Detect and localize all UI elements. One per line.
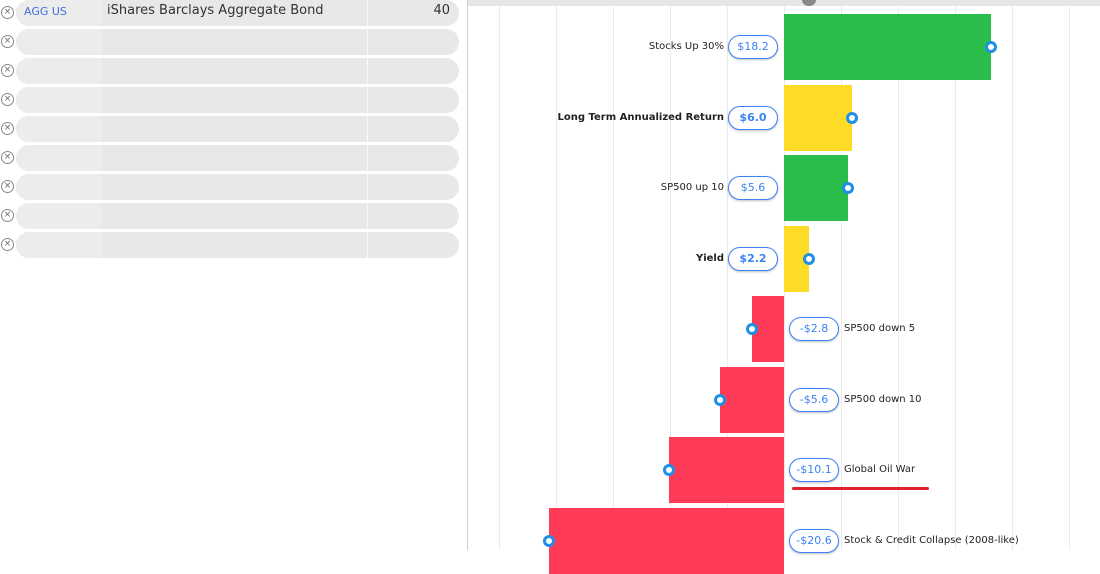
category-label: SP500 up 10 [660,182,724,193]
remove-icon[interactable]: × [1,93,14,106]
holdings-panel: × AGG US iShares Barclays Aggregate Bond… [0,0,468,550]
remove-icon[interactable]: × [1,209,14,222]
top-scrollbar[interactable] [468,0,1100,6]
scroll-handle[interactable] [802,0,816,6]
ticker-cell [16,145,102,171]
ticker-cell [16,116,102,142]
ticker-cell [16,232,102,258]
category-label: SP500 down 10 [844,393,922,405]
ticker-cell [16,174,102,200]
column-divider [367,116,368,142]
column-divider [367,0,368,26]
value-label[interactable]: $5.6 [728,176,778,200]
column-divider [367,203,368,229]
column-divider [367,29,368,55]
remove-icon[interactable]: × [1,151,14,164]
bar[interactable] [549,507,784,574]
category-label: Stocks Up 30% [648,41,724,52]
holding-row[interactable]: × [0,58,460,84]
bar[interactable] [784,155,848,221]
column-divider [367,58,368,84]
holding-row[interactable]: × [0,203,460,229]
ticker-cell [16,0,102,26]
gridline [898,6,899,550]
value-label[interactable]: $18.2 [728,35,778,59]
column-divider [367,87,368,113]
category-label: Stock & Credit Collapse (2008-like) [844,534,1019,546]
category-label: Global Oil War [844,464,916,475]
quantity[interactable]: 40 [433,3,450,18]
category-label: Yield [695,252,724,264]
remove-icon[interactable]: × [1,180,14,193]
holding-row[interactable]: × [0,145,460,171]
holding-row[interactable]: × [0,232,460,258]
remove-icon[interactable]: × [1,64,14,77]
holding-row[interactable]: × [0,29,460,55]
drag-handle[interactable] [841,182,854,194]
remove-icon[interactable]: × [1,6,14,19]
column-divider [367,145,368,171]
drag-handle[interactable] [662,464,675,476]
category-label: SP500 down 5 [844,323,916,334]
value-label[interactable]: -$5.6 [789,387,839,412]
remove-icon[interactable]: × [1,238,14,251]
value-label[interactable]: -$2.8 [789,317,839,341]
gridline [955,6,956,550]
ticker-cell [16,87,102,113]
drag-handle[interactable] [846,111,859,124]
ticker-cell [16,58,102,84]
bar[interactable] [668,437,784,503]
drag-handle[interactable] [985,41,998,53]
remove-icon[interactable]: × [1,35,14,48]
gridline [1012,6,1013,550]
remove-icon[interactable]: × [1,122,14,135]
value-label[interactable]: $6.0 [728,105,778,130]
gridline [1069,6,1070,550]
holding-row[interactable]: × [0,87,460,113]
holding-row[interactable]: × [0,174,460,200]
gridline [841,6,842,550]
drag-handle[interactable] [543,534,556,547]
gridline [727,6,728,550]
holding-row[interactable]: × [0,116,460,142]
security-name: iShares Barclays Aggregate Bond [107,3,324,18]
bar[interactable] [720,366,784,433]
gridline [556,6,557,550]
bar[interactable] [784,84,853,151]
ticker[interactable]: AGG US [24,5,67,18]
bar[interactable] [784,14,992,80]
gridline [670,6,671,550]
drag-handle[interactable] [714,393,727,406]
value-label[interactable]: -$20.6 [789,528,839,553]
category-label: Long Term Annualized Return [557,111,724,123]
scenario-chart: $18.2 Stocks Up 30% $6.0 Long Term Annualiz… [468,0,1100,574]
drag-handle[interactable] [803,252,816,265]
value-label[interactable]: -$10.1 [789,458,839,482]
column-divider [367,232,368,258]
ticker-cell [16,29,102,55]
gridline [613,6,614,550]
highlight-underline [792,487,929,490]
drag-handle[interactable] [746,323,759,335]
value-label[interactable]: $2.2 [728,246,778,271]
holding-row[interactable]: × AGG US iShares Barclays Aggregate Bond… [0,0,460,26]
gridline [499,6,500,550]
column-divider [367,174,368,200]
ticker-cell [16,203,102,229]
